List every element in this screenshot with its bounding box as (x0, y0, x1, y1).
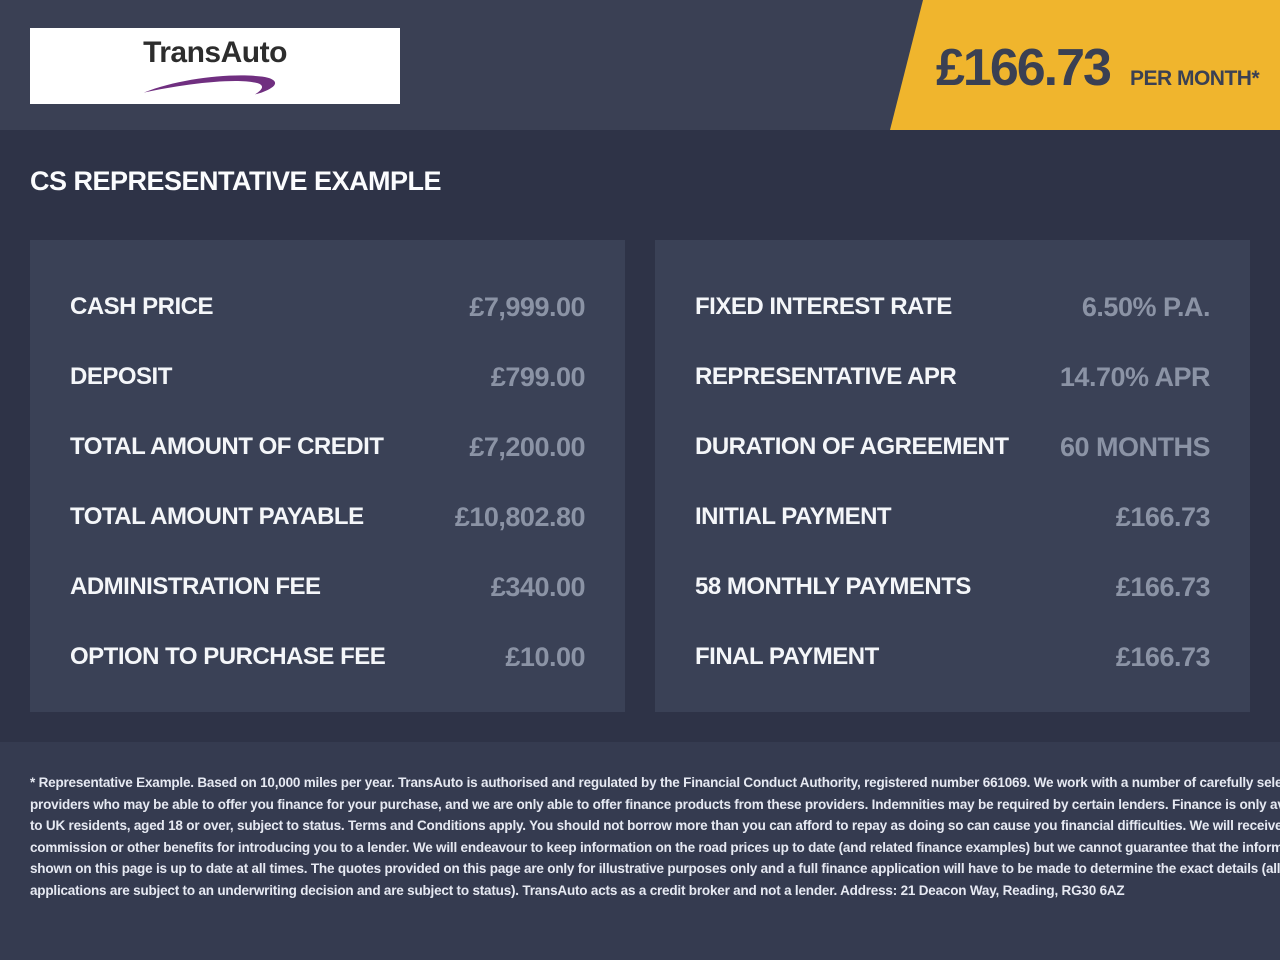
finance-row-total-credit: TOTAL AMOUNT OF CREDIT £7,200.00 (70, 412, 585, 482)
row-value: £7,200.00 (469, 431, 585, 462)
disclaimer-line: commission or other benefits for introdu… (30, 839, 1280, 855)
finance-row-cash-price: CASH PRICE £7,999.00 (70, 272, 585, 342)
disclaimer-line: to UK residents, aged 18 or over, subjec… (30, 818, 1280, 833)
row-label: DURATION OF AGREEMENT (695, 433, 1009, 460)
finance-row-option-fee: OPTION TO PURCHASE FEE £10.00 (70, 622, 585, 692)
row-label: DEPOSIT (70, 363, 172, 390)
row-label: FINAL PAYMENT (695, 643, 879, 670)
row-value: £799.00 (490, 361, 586, 392)
logo-swoosh-icon (143, 74, 276, 94)
row-value: £166.73 (1115, 571, 1211, 602)
row-label: OPTION TO PURCHASE FEE (70, 643, 386, 670)
finance-panel-left: CASH PRICE £7,999.00 DEPOSIT £799.00 TOT… (30, 240, 625, 712)
dealer-logo-text: TransAuto (143, 35, 287, 69)
finance-row-duration: DURATION OF AGREEMENT 60 MONTHS (695, 412, 1211, 482)
page-title: CS REPRESENTATIVE EXAMPLE (30, 166, 442, 196)
finance-row-initial-payment: INITIAL PAYMENT £166.73 (695, 482, 1211, 552)
row-label: TOTAL AMOUNT PAYABLE (70, 503, 364, 530)
row-value: £7,999.00 (469, 291, 585, 322)
finance-row-total-payable: TOTAL AMOUNT PAYABLE £10,802.80 (70, 482, 586, 552)
disclaimer-line: providers who may be able to offer you f… (30, 796, 1280, 812)
row-value: £340.00 (490, 571, 586, 602)
footer-disclaimer: * Representative Example. Based on 10,00… (0, 742, 1280, 960)
row-label: FIXED INTEREST RATE (695, 293, 952, 320)
finance-row-monthly-payments: 58 MONTHLY PAYMENTS £166.73 (695, 552, 1211, 622)
monthly-price: £166.73 (936, 39, 1112, 97)
price-banner-content: £166.73 PER MONTH* (936, 39, 1260, 97)
row-value: £10,802.80 (454, 501, 586, 532)
finance-row-interest-rate: FIXED INTEREST RATE 6.50% P.A. (695, 272, 1211, 342)
header-bar: TransAuto £166.73 PER MONTH* (0, 0, 1280, 130)
price-banner: £166.73 PER MONTH* (890, 0, 1280, 130)
disclaimer-line: applications are subject to an underwrit… (30, 882, 1125, 898)
row-value: 6.50% P.A. (1081, 291, 1211, 322)
row-label: INITIAL PAYMENT (695, 503, 892, 530)
row-value: 60 MONTHS (1059, 431, 1211, 462)
finance-row-apr: REPRESENTATIVE APR 14.70% APR (695, 342, 1211, 412)
row-value: £166.73 (1115, 641, 1211, 672)
row-value: £166.73 (1115, 501, 1211, 532)
row-label: CASH PRICE (70, 293, 214, 320)
finance-row-deposit: DEPOSIT £799.00 (70, 342, 586, 412)
finance-panel-right: FIXED INTEREST RATE 6.50% P.A. REPRESENT… (655, 240, 1250, 712)
finance-row-admin-fee: ADMINISTRATION FEE £340.00 (70, 552, 586, 622)
row-label: 58 MONTHLY PAYMENTS (695, 573, 971, 600)
disclaimer-line: * Representative Example. Based on 10,00… (30, 775, 1280, 790)
disclaimer-line: shown on this page is up to date at all … (30, 861, 1280, 876)
dealer-logo: TransAuto (30, 28, 400, 104)
finance-row-final-payment: FINAL PAYMENT £166.73 (695, 622, 1211, 692)
monthly-price-suffix: PER MONTH* (1129, 67, 1260, 90)
row-label: REPRESENTATIVE APR (695, 363, 957, 390)
row-label: ADMINISTRATION FEE (70, 573, 321, 600)
row-value: £10.00 (505, 641, 585, 672)
row-value: 14.70% APR (1059, 361, 1211, 392)
row-label: TOTAL AMOUNT OF CREDIT (70, 433, 384, 460)
